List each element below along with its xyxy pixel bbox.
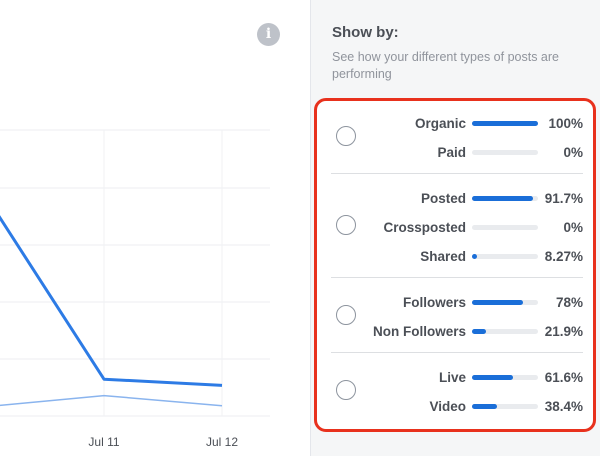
- row-non-followers: Non Followers 21.9%: [331, 322, 583, 342]
- row-percent: 38.4%: [544, 399, 583, 414]
- bar-track: [472, 121, 538, 126]
- sidebar-description: See how your different types of posts ar…: [332, 50, 559, 81]
- row-label: Non Followers: [372, 324, 466, 339]
- option-group-organic-paid: Organic 100% Paid 0%: [331, 114, 583, 174]
- bar-fill: [472, 329, 487, 334]
- row-live: Live 61.6%: [331, 368, 583, 388]
- row-posted: Posted 91.7%: [331, 189, 583, 209]
- row-label: Posted: [420, 191, 466, 206]
- info-icon[interactable]: i: [257, 23, 280, 46]
- row-shared: Shared 8.27%: [331, 247, 583, 267]
- line-chart: Jul 11 Jul 12: [0, 129, 270, 449]
- row-label: Live: [438, 370, 466, 385]
- option-group-followers: Followers 78% Non Followers 21.9%: [331, 293, 583, 353]
- radio-live-video[interactable]: [336, 380, 356, 400]
- row-label: Shared: [420, 249, 466, 264]
- row-label: Video: [429, 399, 466, 414]
- sidebar-title: Show by:: [332, 24, 399, 41]
- row-crossposted: Crossposted 0%: [331, 218, 583, 238]
- bar-fill: [472, 404, 498, 409]
- radio-followers[interactable]: [336, 305, 356, 325]
- row-percent: 78%: [555, 295, 583, 310]
- bar-fill: [472, 254, 478, 259]
- row-video: Video 38.4%: [331, 397, 583, 417]
- row-percent: 91.7%: [544, 191, 583, 206]
- row-label: Crossposted: [383, 220, 466, 235]
- row-label: Organic: [414, 116, 466, 131]
- option-group-live-video: Live 61.6% Video 38.4%: [331, 368, 583, 428]
- bar-fill: [472, 196, 533, 201]
- bar-fill: [472, 121, 538, 126]
- row-percent: 0%: [563, 220, 583, 235]
- bar-track: [472, 196, 538, 201]
- divider: [331, 352, 583, 353]
- x-tick-label: Jul 12: [206, 435, 238, 449]
- bar-track: [472, 254, 538, 259]
- bar-track: [472, 404, 538, 409]
- row-label: Paid: [437, 145, 466, 160]
- bar-track: [472, 329, 538, 334]
- bar-track: [472, 150, 538, 155]
- bar-track: [472, 375, 538, 380]
- divider: [331, 173, 583, 174]
- row-paid: Paid 0%: [331, 143, 583, 163]
- row-percent: 8.27%: [544, 249, 583, 264]
- series-line-primary: [0, 215, 223, 387]
- chart-panel: Jul 11 Jul 12 i: [0, 23, 280, 449]
- x-tick-label: Jul 11: [88, 435, 119, 449]
- row-percent: 0%: [563, 145, 583, 160]
- row-label: Followers: [402, 295, 466, 310]
- bar-fill: [472, 300, 524, 305]
- row-followers: Followers 78%: [331, 293, 583, 313]
- row-percent: 100%: [548, 116, 583, 131]
- radio-posted-shared[interactable]: [336, 215, 356, 235]
- row-percent: 61.6%: [544, 370, 583, 385]
- bar-track: [472, 225, 538, 230]
- option-group-posted: Posted 91.7% Crossposted 0% Shared 8.27%: [331, 189, 583, 269]
- bar-fill: [472, 375, 513, 380]
- divider: [331, 277, 583, 278]
- show-by-options: Organic 100% Paid 0% Posted 91.7% Crossp…: [314, 98, 596, 432]
- row-organic: Organic 100%: [331, 114, 583, 134]
- show-by-sidebar: Show by: See how your different types of…: [310, 0, 600, 456]
- row-percent: 21.9%: [544, 324, 583, 339]
- radio-organic-paid[interactable]: [336, 126, 356, 146]
- series-line-secondary: [0, 394, 223, 407]
- bar-track: [472, 300, 538, 305]
